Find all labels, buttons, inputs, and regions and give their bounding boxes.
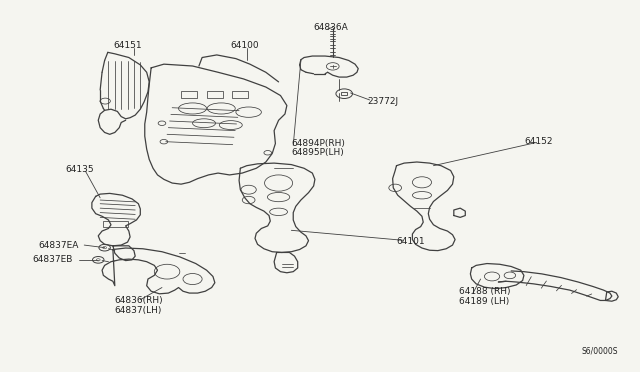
Text: 64151: 64151: [113, 41, 141, 50]
Text: 64135: 64135: [65, 165, 93, 174]
Text: 64189 (LH): 64189 (LH): [459, 297, 509, 306]
Text: 64100: 64100: [231, 41, 259, 50]
Text: 64837EB: 64837EB: [32, 255, 72, 264]
Bar: [207, 91, 223, 98]
Text: 64836(RH): 64836(RH): [115, 296, 163, 305]
Text: 23772J: 23772J: [368, 97, 399, 106]
Text: 64837(LH): 64837(LH): [115, 306, 162, 315]
Bar: [103, 221, 127, 227]
Text: 64836A: 64836A: [314, 23, 348, 32]
Bar: [232, 91, 248, 98]
Text: 64837EA: 64837EA: [38, 241, 79, 250]
Bar: [341, 92, 348, 95]
Text: 64101: 64101: [396, 237, 425, 246]
Text: 64895P(LH): 64895P(LH): [291, 148, 344, 157]
Bar: [181, 91, 197, 98]
Text: 64188 (RH): 64188 (RH): [459, 287, 511, 296]
Text: 64894P(RH): 64894P(RH): [291, 139, 345, 148]
Text: 64152: 64152: [524, 137, 552, 146]
Text: S6/0000S: S6/0000S: [582, 346, 618, 355]
